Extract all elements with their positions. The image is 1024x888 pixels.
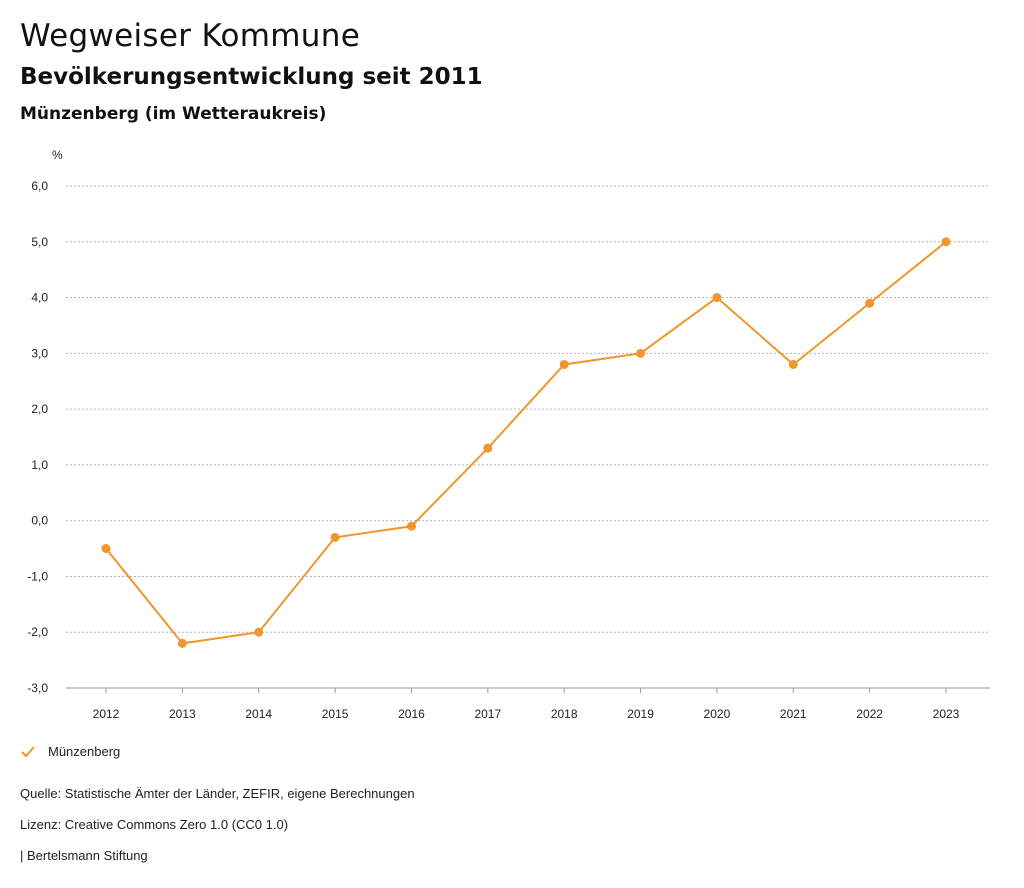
x-tick-label: 2016 xyxy=(398,707,425,721)
license-note: Lizenz: Creative Commons Zero 1.0 (CC0 1… xyxy=(20,817,289,832)
page-title: Wegweiser Kommune xyxy=(20,18,361,54)
y-tick-label: -1,0 xyxy=(27,569,48,583)
source-note: Quelle: Statistische Ämter der Länder, Z… xyxy=(20,786,415,801)
region-label: Münzenberg (im Wetteraukreis) xyxy=(20,104,327,124)
x-tick-label: 2022 xyxy=(856,707,883,721)
checkmark-icon xyxy=(21,745,35,757)
y-tick-label: 6,0 xyxy=(31,179,48,193)
chart-subtitle: Bevölkerungsentwicklung seit 2011 xyxy=(20,64,483,90)
series-line xyxy=(105,240,947,645)
x-axis-ticks: 2012 2013 2014 2015 2016 2017 2018 2019 2020 2021… xyxy=(66,687,990,721)
brand-note: | Bertelsmann Stiftung xyxy=(20,848,148,863)
x-tick-label: 2020 xyxy=(704,707,731,721)
data-point xyxy=(406,521,416,531)
y-tick-label: 2,0 xyxy=(31,402,48,416)
y-tick-label: -3,0 xyxy=(27,681,48,695)
x-tick-label: 2013 xyxy=(169,707,196,721)
y-axis-ticks: -3,0 -2,0 -1,0 0,0 1,0 2,0 3,0 4,0 5,0 6,0 xyxy=(27,179,48,695)
y-tick-label: 0,0 xyxy=(31,514,48,528)
x-tick-label: 2018 xyxy=(551,707,578,721)
data-point xyxy=(559,359,569,369)
data-point xyxy=(330,532,340,542)
y-tick-label: 1,0 xyxy=(31,458,48,472)
data-point xyxy=(101,544,111,554)
data-point xyxy=(865,298,875,308)
data-point xyxy=(712,293,722,303)
data-point xyxy=(254,627,264,637)
series-layer xyxy=(101,237,951,648)
x-tick-label: 2014 xyxy=(245,707,272,721)
x-tick-label: 2015 xyxy=(322,707,349,721)
y-tick-label: 5,0 xyxy=(31,235,48,249)
y-axis-unit-label: % xyxy=(52,148,63,162)
y-tick-label: -2,0 xyxy=(27,625,48,639)
data-point xyxy=(177,638,187,648)
x-tick-label: 2012 xyxy=(93,707,120,721)
x-tick-label: 2017 xyxy=(474,707,501,721)
legend-label: Münzenberg xyxy=(48,744,121,759)
x-tick-label: 2021 xyxy=(780,707,807,721)
grid-lines xyxy=(66,185,990,689)
y-tick-label: 3,0 xyxy=(31,346,48,360)
data-point xyxy=(636,348,646,358)
chart-legend[interactable]: Münzenberg xyxy=(20,744,120,759)
line-chart: % -3,0 -2,0 -1,0 0,0 1,0 2,0 3,0 4,0 5,0 6,0 2012… xyxy=(27,148,990,721)
x-tick-label: 2019 xyxy=(627,707,654,721)
data-point xyxy=(788,359,798,369)
data-point xyxy=(941,237,951,247)
y-tick-label: 4,0 xyxy=(31,291,48,305)
data-point xyxy=(483,443,493,453)
x-tick-label: 2023 xyxy=(933,707,960,721)
